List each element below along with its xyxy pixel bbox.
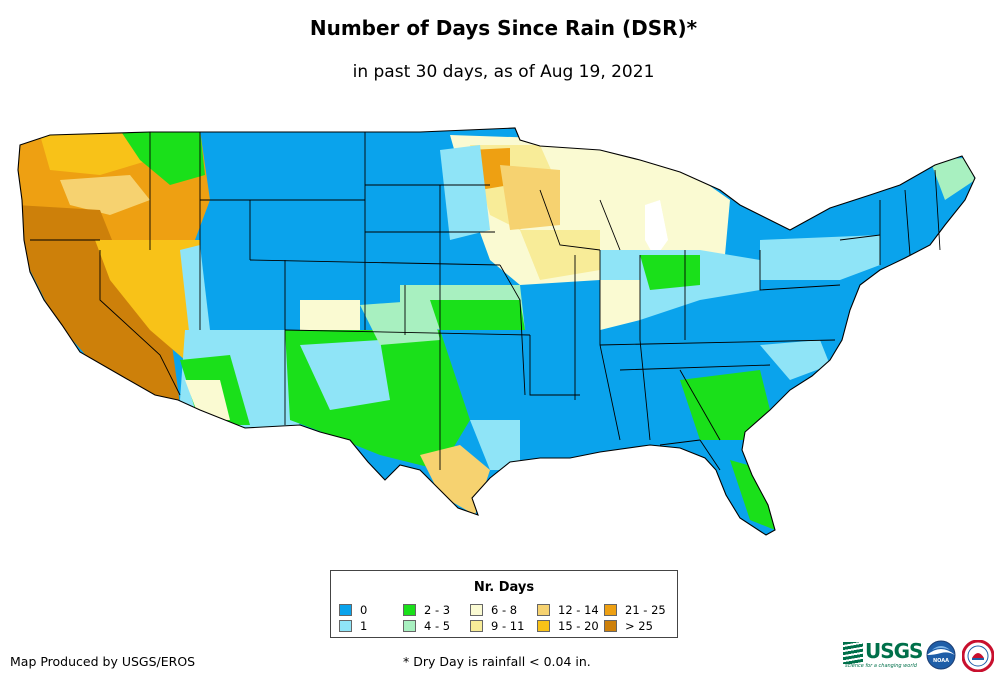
usgs-tagline: science for a changing world (845, 663, 917, 669)
legend-swatch (470, 620, 483, 632)
legend-item: 2 - 3 (403, 603, 450, 617)
usgs-wave-icon (843, 642, 863, 664)
legend-swatch (339, 604, 352, 616)
legend-item: 4 - 5 (403, 619, 450, 633)
legend-label: 15 - 20 (558, 619, 599, 633)
legend-label: 2 - 3 (424, 603, 451, 617)
nws-logo-icon (962, 640, 994, 672)
legend-item: 9 - 11 (470, 619, 524, 633)
legend-label: 6 - 8 (491, 603, 518, 617)
legend-swatch (537, 604, 550, 616)
legend-swatch (604, 604, 617, 616)
map-subtitle: in past 30 days, as of Aug 19, 2021 (352, 62, 655, 82)
legend-item: 15 - 20 (537, 619, 599, 633)
legend-title: Nr. Days (473, 580, 535, 595)
legend-label: 21 - 25 (625, 603, 666, 617)
legend-label: > 25 (625, 619, 653, 633)
us-dsr-map (17, 127, 976, 536)
legend-swatch (470, 604, 483, 616)
legend-item: > 25 (604, 619, 653, 633)
noaa-text: NOAA (933, 658, 949, 664)
legend-swatch (604, 620, 617, 632)
map-title: Number of Days Since Rain (DSR)* (309, 16, 698, 40)
noaa-logo-icon: NOAA (926, 640, 956, 670)
legend-item: 0 (339, 603, 367, 617)
legend-swatch (537, 620, 550, 632)
state-boundaries (30, 132, 941, 471)
usgs-logo: USGS science for a changing world (843, 639, 923, 670)
legend-label: 9 - 11 (491, 619, 525, 633)
legend-swatch (403, 604, 416, 616)
legend-item: 6 - 8 (470, 603, 517, 617)
legend-item: 1 (339, 619, 367, 633)
legend-label: 4 - 5 (424, 619, 451, 633)
dry-day-note: * Dry Day is rainfall < 0.04 in. (403, 654, 591, 669)
dsr-fill-layer (18, 128, 975, 535)
legend-label: 12 - 14 (558, 603, 599, 617)
legend-swatch (339, 620, 352, 632)
legend-swatch (403, 620, 416, 632)
legend: Nr. Days 0 1 2 - 3 4 - 5 6 - 8 9 - 11 12 - 14 1… (330, 570, 678, 638)
legend-label: 1 (360, 619, 368, 633)
legend-item: 12 - 14 (537, 603, 599, 617)
legend-item: 21 - 25 (604, 603, 666, 617)
map-credit: Map Produced by USGS/EROS (10, 654, 196, 669)
legend-label: 0 (360, 603, 368, 617)
usgs-logo-text: USGS (865, 639, 923, 663)
